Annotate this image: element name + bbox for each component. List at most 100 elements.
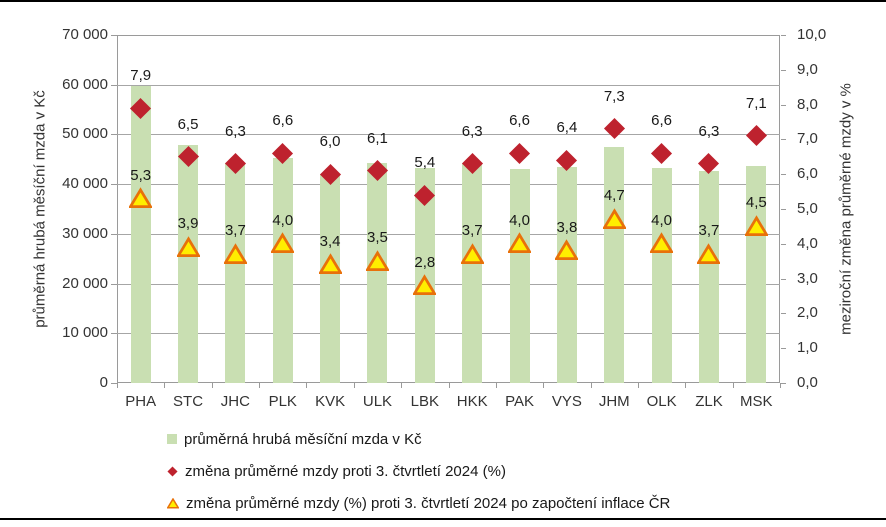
y-tick-label-left: 30 000 [62, 224, 108, 242]
data-label-nominal: 6,6 [509, 112, 530, 130]
y-tick-label-right: 2,0 [797, 304, 818, 322]
data-label-nominal: 7,3 [603, 87, 625, 105]
data-label-nominal: 7,1 [745, 94, 767, 112]
plot-area [117, 35, 780, 383]
y-axis-tick-right [781, 69, 786, 71]
y-tick-label-right: 0,0 [797, 374, 818, 391]
x-axis-tick [780, 383, 781, 388]
y-axis-tick-right [781, 243, 786, 245]
x-tick-label: MSK [740, 393, 773, 410]
x-tick-label: ZLK [695, 393, 723, 410]
y-tick-label-right: 9,0 [797, 60, 818, 78]
y-axis-tick-left [111, 184, 117, 186]
gridline [117, 84, 780, 86]
triangle-marker [223, 243, 247, 264]
legend-item-nominal-change: změna průměrné mzdy proti 3. čtvrtletí 2… [167, 462, 670, 480]
diamond-marker [556, 149, 578, 171]
x-axis-tick [306, 383, 308, 388]
data-label-real: 3,7 [224, 222, 246, 240]
y-axis-tick-left [111, 134, 117, 136]
data-label-nominal: 6,3 [698, 122, 720, 140]
triangle-marker [129, 187, 153, 209]
legend-label: změna průměrné mzdy proti 3. čtvrtletí 2… [185, 462, 506, 480]
data-label-nominal: 6,0 [319, 133, 341, 151]
data-label-real: 3,9 [177, 215, 199, 233]
y-tick-label-left: 70 000 [62, 26, 108, 43]
x-axis-tick [117, 383, 118, 388]
bar [651, 168, 672, 383]
chart-legend: průměrná hrubá měsíční mzda v Kč změna p… [167, 431, 670, 527]
x-axis-tick [732, 383, 734, 388]
y-axis-tick-left [111, 233, 117, 235]
data-label-real: 3,8 [556, 218, 578, 236]
x-axis-tick [495, 383, 497, 388]
bar [272, 158, 293, 383]
diamond-marker [698, 153, 720, 175]
triangle-marker [318, 253, 342, 275]
y-axis-tick-right [781, 313, 786, 315]
data-label-nominal: 7,9 [130, 67, 152, 85]
data-label-nominal: 6,5 [177, 115, 199, 133]
y-tick-label-left: 50 000 [62, 125, 108, 143]
y-axis-tick-left [111, 283, 117, 285]
triangle-marker [413, 274, 437, 296]
x-tick-label: JHM [598, 393, 630, 410]
data-label-real: 4,0 [651, 211, 673, 229]
y-axis-tick-right [781, 209, 786, 210]
legend-label: změna průměrné mzdy (%) proti 3. čtvrtle… [186, 494, 671, 512]
diamond-marker [745, 125, 767, 147]
triangle-marker [650, 232, 674, 254]
diamond-marker [414, 184, 436, 206]
data-label-nominal: 6,4 [556, 119, 578, 137]
diamond-marker [177, 146, 199, 168]
bar [509, 169, 530, 383]
diamond-marker [130, 97, 152, 119]
right-axis-title: meziroční změna průměrné mzdy v % [837, 83, 855, 335]
data-label-real: 4,7 [603, 187, 625, 205]
diamond-marker [603, 118, 625, 140]
y-tick-label-left: 20 000 [62, 274, 108, 292]
legend-item-real-change: změna průměrné mzdy (%) proti 3. čtvrtle… [167, 494, 671, 512]
data-label-real: 4,0 [272, 211, 294, 229]
bar [604, 146, 625, 383]
x-axis-tick [543, 383, 545, 388]
data-label-nominal: 6,6 [272, 112, 294, 130]
y-axis-tick-left [111, 35, 117, 36]
diamond-marker [461, 153, 483, 175]
x-tick-label: VYS [551, 393, 582, 410]
y-axis-tick-left [111, 84, 117, 86]
diamond-marker [508, 142, 531, 164]
x-axis-tick [353, 383, 355, 388]
x-tick-label: PAK [505, 393, 534, 410]
triangle-marker-icon [167, 497, 179, 509]
bar [462, 163, 483, 383]
x-axis-tick [637, 383, 639, 388]
x-tick-label: HKK [456, 393, 488, 410]
x-tick-label: STC [173, 393, 204, 410]
x-axis-tick [164, 383, 166, 388]
triangle-marker [508, 232, 532, 254]
y-tick-label-left: 40 000 [62, 175, 108, 193]
bar-series-swatch-icon [167, 434, 177, 444]
data-label-real: 2,8 [414, 253, 436, 271]
triangle-marker [271, 232, 295, 254]
y-tick-label-left: 60 000 [62, 75, 108, 93]
data-label-nominal: 6,1 [367, 129, 388, 147]
legend-item-wage: průměrná hrubá měsíční mzda v Kč [167, 431, 670, 448]
x-tick-label: PHA [125, 393, 157, 410]
y-tick-label-left: 10 000 [62, 324, 108, 342]
y-tick-label-right: 5,0 [797, 200, 818, 217]
y-tick-label-right: 7,0 [797, 130, 818, 148]
data-label-real: 4,5 [745, 194, 767, 212]
bar [178, 144, 199, 383]
x-tick-label: JHC [220, 393, 250, 410]
x-axis-tick [448, 383, 450, 388]
y-tick-label-right: 6,0 [797, 165, 818, 183]
y-axis-tick-right [781, 139, 786, 141]
data-label-real: 3,7 [698, 222, 720, 240]
triangle-marker [744, 215, 768, 236]
x-tick-label: PLK [268, 393, 297, 410]
x-tick-label: ULK [362, 393, 393, 410]
data-label-real: 3,7 [461, 222, 483, 240]
